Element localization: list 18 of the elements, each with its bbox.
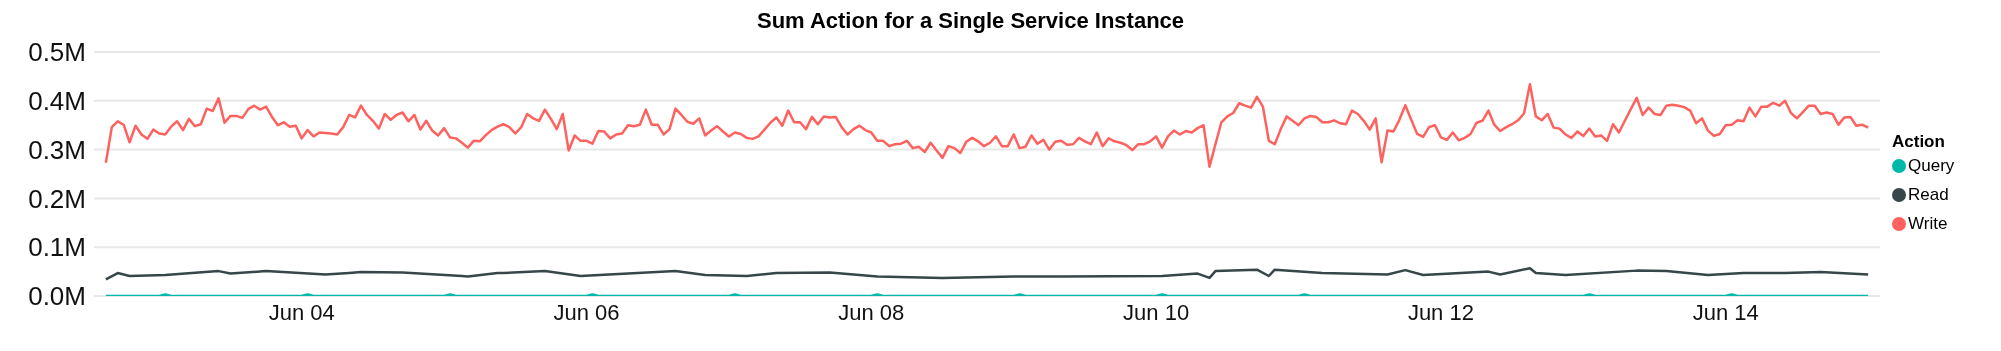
y-tick-label: 0.3M xyxy=(28,134,86,165)
legend-label: Write xyxy=(1908,213,1948,234)
x-tick-label: Jun 12 xyxy=(1407,299,1474,325)
legend-label: Read xyxy=(1908,184,1949,205)
legend-label: Query xyxy=(1908,155,1955,176)
x-tick-label: Jun 06 xyxy=(553,299,620,325)
legend-title: Action xyxy=(1892,131,1946,152)
line-series xyxy=(104,82,1870,168)
y-tick-label: 0.0M xyxy=(28,281,86,312)
y-tick-label: 0.1M xyxy=(28,232,86,263)
x-tick-label: Jun 04 xyxy=(268,299,335,325)
x-tick-label: Jun 08 xyxy=(838,299,905,325)
chart-title: Sum Action for a Single Service Instance xyxy=(755,8,1186,34)
x-tick-label: Jun 14 xyxy=(1692,299,1759,325)
y-tick-label: 0.5M xyxy=(28,37,86,68)
y-tick-label: 0.4M xyxy=(28,86,86,117)
x-tick-label: Jun 10 xyxy=(1123,299,1190,325)
y-tick-label: 0.2M xyxy=(28,183,86,214)
